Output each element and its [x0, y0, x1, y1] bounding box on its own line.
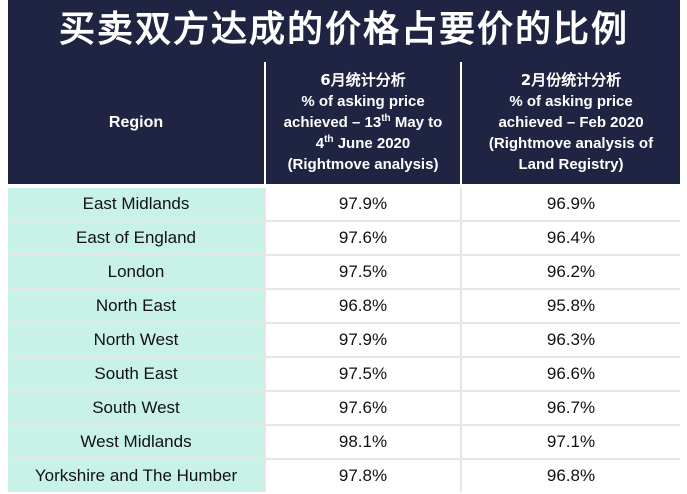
feb-value-cell: 97.1% — [462, 426, 680, 458]
june-value-cell: 98.1% — [266, 426, 460, 458]
table-header-background — [8, 0, 680, 184]
june-value-cell: 97.5% — [266, 358, 460, 390]
feb-value-cell: 96.6% — [462, 358, 680, 390]
june-value-cell: 97.8% — [266, 460, 460, 492]
table-row: Yorkshire and The Humber 97.8% 96.8% — [8, 460, 680, 492]
region-cell: South West — [8, 392, 264, 424]
feb-value-cell: 96.8% — [462, 460, 680, 492]
column-divider — [460, 188, 462, 492]
feb-header-line2: % of asking price — [509, 92, 633, 110]
june-header-line5: (Rightmove analysis) — [287, 155, 439, 173]
row-divider — [8, 220, 680, 222]
feb-header-line4: (Rightmove analysis of — [488, 134, 654, 152]
feb-header-line1: 2月份统计分析 — [520, 70, 622, 89]
june-value-cell: 96.8% — [266, 290, 460, 322]
june-header-line1: 6月统计分析 — [320, 70, 406, 89]
region-cell: North East — [8, 290, 264, 322]
region-cell: East Midlands — [8, 188, 264, 220]
june-header-line4: 4th June 2020 — [315, 133, 411, 152]
column-header-region: Region — [108, 114, 164, 131]
header-divider — [264, 62, 266, 184]
feb-value-cell: 96.2% — [462, 256, 680, 288]
june-value-cell: 97.5% — [266, 256, 460, 288]
column-header-june: 6月统计分析 % of asking price achieved – 13th… — [266, 62, 460, 182]
column-divider — [264, 188, 266, 492]
row-divider — [8, 288, 680, 290]
june-value-cell: 97.9% — [266, 324, 460, 356]
row-divider — [8, 322, 680, 324]
table-row: East Midlands 97.9% 96.9% — [8, 188, 680, 220]
region-cell: North West — [8, 324, 264, 356]
june-value-cell: 97.6% — [266, 392, 460, 424]
june-header-line2: % of asking price — [301, 92, 425, 110]
feb-value-cell: 96.3% — [462, 324, 680, 356]
header-divider — [460, 62, 462, 184]
table-row: West Midlands 98.1% 97.1% — [8, 426, 680, 458]
table-row: North West 97.9% 96.3% — [8, 324, 680, 356]
column-header-feb: 2月份统计分析 % of asking price achieved – Feb… — [462, 62, 680, 182]
feb-header-line3: achieved – Feb 2020 — [498, 113, 644, 131]
feb-header-line5: Land Registry) — [518, 155, 624, 173]
region-cell: West Midlands — [8, 426, 264, 458]
table-row: South East 97.5% 96.6% — [8, 358, 680, 390]
table-row: East of England 97.6% 96.4% — [8, 222, 680, 254]
row-divider — [8, 458, 680, 460]
june-value-cell: 97.6% — [266, 222, 460, 254]
june-header-line3: achieved – 13th May to — [283, 112, 443, 131]
feb-value-cell: 96.4% — [462, 222, 680, 254]
feb-value-cell: 96.9% — [462, 188, 680, 220]
feb-value-cell: 96.7% — [462, 392, 680, 424]
row-divider — [8, 424, 680, 426]
table-row: North East 96.8% 95.8% — [8, 290, 680, 322]
table-row: London 97.5% 96.2% — [8, 256, 680, 288]
row-divider — [8, 356, 680, 358]
row-divider — [8, 390, 680, 392]
row-divider — [8, 254, 680, 256]
region-cell: Yorkshire and The Humber — [8, 460, 264, 492]
region-cell: South East — [8, 358, 264, 390]
feb-value-cell: 95.8% — [462, 290, 680, 322]
table-row: South West 97.6% 96.7% — [8, 392, 680, 424]
region-cell: London — [8, 256, 264, 288]
june-value-cell: 97.9% — [266, 188, 460, 220]
region-cell: East of England — [8, 222, 264, 254]
page-title: 买卖双方达成的价格占要价的比例 — [58, 9, 629, 50]
